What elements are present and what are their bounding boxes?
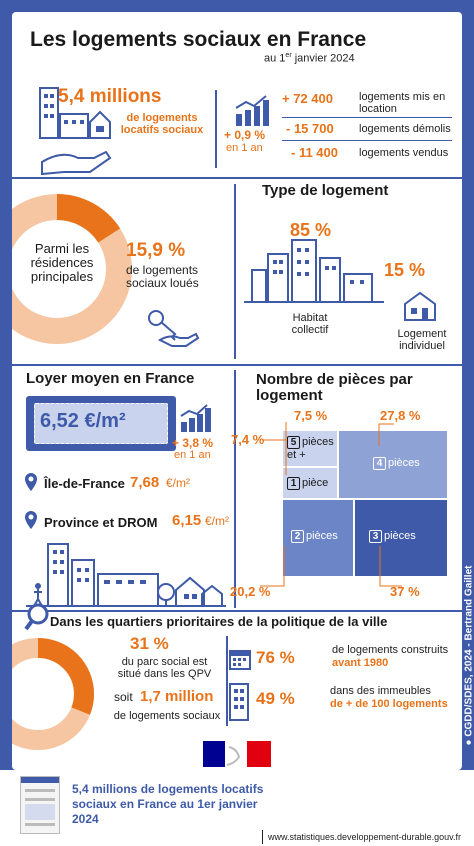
- treemap-cell-4: 4 pièces: [338, 430, 448, 499]
- treemap-cell-2: 2 pièces: [282, 499, 354, 577]
- rent-growth-icon: [180, 404, 211, 432]
- rent-period: en 1 an: [174, 449, 211, 461]
- evolution-row-label: logements démolis: [359, 123, 451, 135]
- qpv-title: Dans les quartiers prioritaires de la po…: [50, 614, 388, 629]
- rent-idf-value: 7,68: [130, 474, 160, 491]
- qpv-count: 1,7 million: [140, 688, 214, 705]
- housing-collective-value: 85 %: [290, 220, 332, 240]
- rent-value: 6,52 €/m²: [40, 410, 126, 432]
- evolution-row-value: - 15 700: [286, 121, 334, 136]
- housing-individual-label: Logement individuel: [397, 328, 447, 352]
- rooms-pct-5: 7,5 %: [294, 408, 328, 423]
- qpv-big-bold: de + de 100 logements: [330, 698, 448, 710]
- evolution-period: en 1 an: [226, 142, 263, 154]
- buildings-hand-icon: [39, 87, 112, 176]
- credit-text: ● CGDD/SDES, 2024 - Bertrand Gaillet: [463, 565, 474, 746]
- rent-prov-value: 6,15: [172, 512, 202, 529]
- location-pin-icon: [25, 473, 37, 491]
- publication-thumbnail: [20, 776, 60, 834]
- residences-value: 15,9 %: [126, 240, 186, 261]
- qpv-before1980-label: de logements construits: [332, 644, 449, 656]
- magnifier-icon: [24, 603, 49, 631]
- qpv-arc: [12, 638, 94, 750]
- rooms-pct-4: 27,8 %: [380, 408, 421, 423]
- rooms-title: Nombre de pièces par logement: [256, 371, 413, 404]
- tower-icon: [229, 683, 249, 721]
- qpv-big-value: 49 %: [256, 689, 295, 708]
- collective-housing-icon: [244, 239, 384, 303]
- evolution-row-label: logements mis en location: [359, 91, 446, 115]
- rent-idf-unit: €/m²: [166, 476, 190, 490]
- callout-lines: [260, 422, 402, 587]
- rooms-pct-2: 20,2 %: [230, 584, 271, 599]
- evolution-row-value: + 72 400: [282, 91, 333, 106]
- housing-individual-value: 15 %: [384, 260, 426, 280]
- rent-rate: + 3,8 %: [172, 436, 214, 450]
- key-hand-icon: [148, 310, 200, 347]
- evolution-rate: + 0,9 %: [224, 128, 266, 142]
- residences-label: de logements sociaux loués: [126, 263, 199, 290]
- growth-chart-icon: [235, 95, 269, 126]
- qpv-pct-label: du parc social est situé dans les QPV: [117, 656, 212, 680]
- residences-donut: [12, 194, 132, 344]
- treemap-cell-5: 5 pièces et +: [282, 430, 338, 467]
- rooms-pct-1: 7,4 %: [231, 432, 265, 447]
- rent-ticket: 6,52 €/m²: [26, 396, 176, 451]
- qpv-before1980-bold: avant 1980: [332, 657, 389, 669]
- page-subtitle: au 1er janvier 2024: [264, 52, 355, 65]
- calendar-icon: [229, 650, 251, 670]
- housing-type-title: Type de logement: [262, 182, 389, 199]
- treemap-cell-3: 3 pièces: [354, 499, 448, 577]
- residences-intro: Parmi les résidences principales: [30, 241, 94, 284]
- city-illustration: [26, 543, 226, 607]
- residences-arc: [12, 194, 132, 344]
- individual-house-icon: [404, 291, 436, 321]
- qpv-before1980-value: 76 %: [256, 648, 295, 667]
- qpv-donut: [12, 638, 94, 750]
- publication-title[interactable]: 5,4 millions de logements locatifs socia…: [72, 782, 264, 826]
- marianne-logo: [203, 741, 271, 767]
- housing-collective-label: Habitat collectif: [291, 312, 329, 336]
- treemap-cell-1: 1 pièce: [282, 467, 338, 499]
- qpv-pct: 31 %: [130, 634, 169, 653]
- rent-title: Loyer moyen en France: [26, 370, 195, 387]
- location-pin-icon: [25, 511, 37, 529]
- evolution-row-label: logements vendus: [359, 147, 449, 159]
- infographic-card: Les logements sociaux en France au 1er j…: [12, 12, 462, 770]
- qpv-soit: soit: [114, 690, 133, 704]
- stock-label: de logements locatifs sociaux: [120, 112, 204, 136]
- footer-url[interactable]: www.statistiques.developpement-durable.g…: [268, 832, 461, 842]
- page-title: Les logements sociaux en France: [30, 28, 367, 51]
- qpv-big-label: dans des immeubles: [330, 685, 431, 697]
- rent-idf-label: Île-de-France: [44, 476, 125, 491]
- rent-prov-label: Province et DROM: [44, 515, 158, 530]
- qpv-count-label: de logements sociaux: [113, 710, 221, 722]
- rooms-pct-3: 37 %: [390, 584, 420, 599]
- evolution-row-value: - 11 400: [291, 145, 338, 160]
- footer: 5,4 millions de logements locatifs socia…: [0, 770, 474, 846]
- stock-value: 5,4 millions: [58, 86, 162, 107]
- rent-prov-unit: €/m²: [205, 514, 229, 528]
